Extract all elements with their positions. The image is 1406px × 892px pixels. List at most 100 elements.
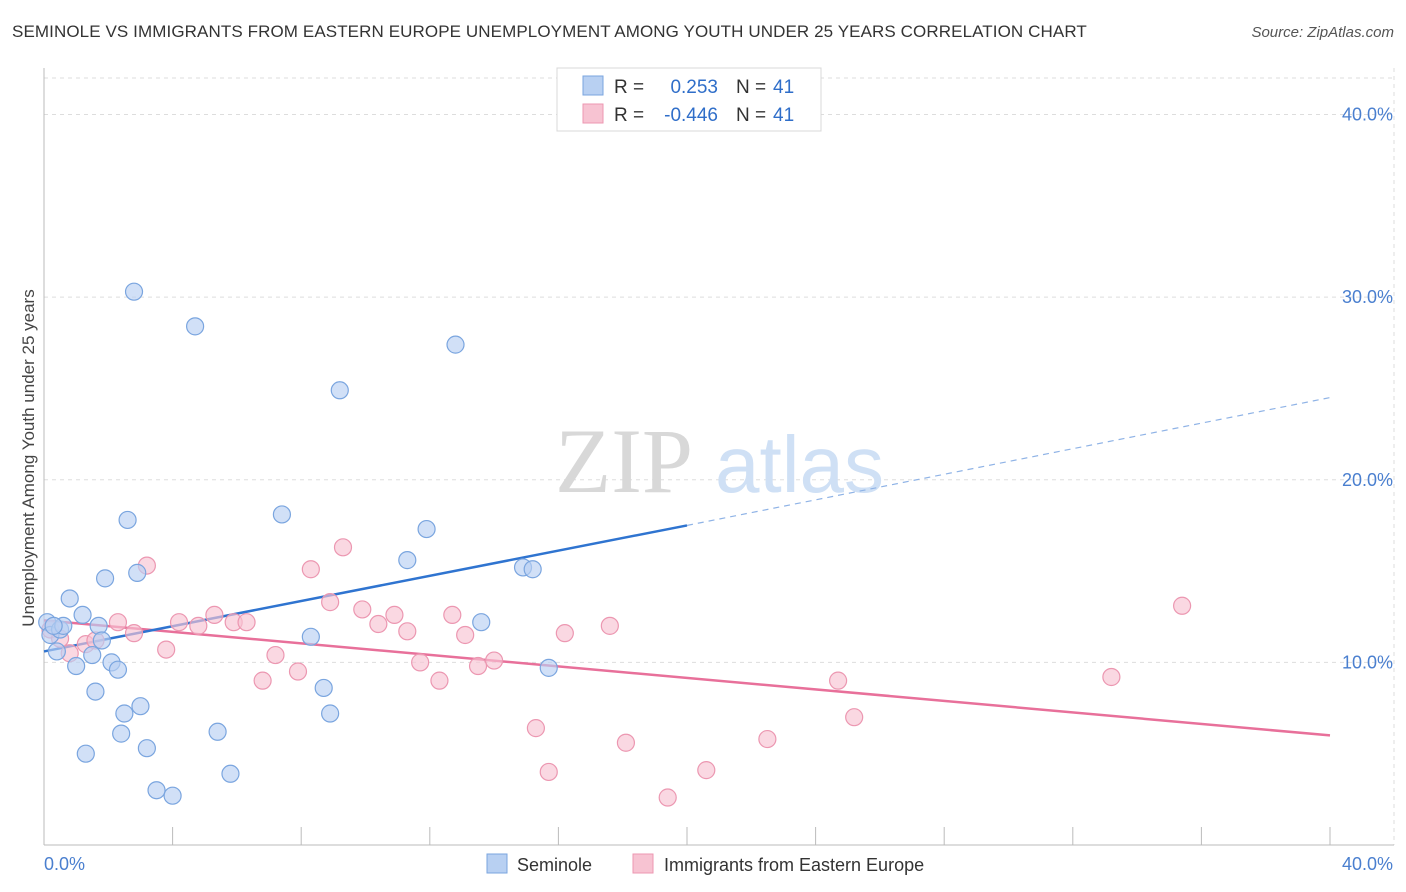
eastern-europe-point-39	[845, 708, 864, 727]
eastern-europe-point-10	[189, 616, 208, 635]
seminole-point-23	[147, 781, 166, 800]
eastern-europe-point-30	[526, 719, 545, 738]
eastern-europe-point-34	[616, 733, 636, 752]
eastern-europe-point-26	[443, 605, 462, 625]
source-label: Source: ZipAtlas.com	[1251, 24, 1394, 41]
eastern-europe-extra-point-0	[1173, 596, 1192, 615]
seminole-point-15	[108, 660, 128, 679]
seminole-point-12	[92, 631, 111, 650]
seminole-point-17	[115, 704, 134, 723]
x-tick-label-min: 0.0%	[44, 854, 85, 874]
seminole-point-20	[128, 563, 147, 582]
eastern-europe-point-40	[1102, 667, 1121, 687]
axes	[43, 68, 1394, 846]
eastern-europe-point-20	[353, 600, 372, 619]
seminole-point-9	[83, 645, 102, 665]
seminole-point-6	[67, 656, 86, 676]
seminole-point-18	[118, 510, 137, 530]
legend-n-label-1: N =	[736, 77, 766, 98]
eastern-europe-point-19	[333, 538, 353, 557]
seminole-point-31	[321, 704, 340, 723]
x-tick-labels: 0.0% 40.0%	[44, 854, 1393, 874]
seminole-point-38	[523, 560, 542, 579]
legend-n-value-1: 41	[773, 77, 794, 98]
seminole-point-40	[44, 616, 63, 635]
correlation-legend: R = 0.253 N = 41 R = -0.446 N = 41	[556, 67, 822, 132]
eastern-europe-point-11	[205, 605, 224, 625]
y-tick-label-20: 20.0%	[1342, 470, 1393, 490]
legend-r-label-1: R =	[614, 77, 644, 98]
bottom-swatch-eastern	[632, 853, 654, 874]
y-tick-label-10: 10.0%	[1342, 652, 1393, 672]
eastern-europe-point-28	[468, 656, 488, 676]
eastern-europe-point-17	[301, 560, 320, 579]
eastern-europe-point-32	[555, 624, 574, 643]
eastern-europe-point-15	[266, 645, 285, 665]
seminole-point-16	[112, 724, 131, 743]
eastern-europe-point-31	[539, 762, 558, 782]
chart-title: SEMINOLE VS IMMIGRANTS FROM EASTERN EURO…	[12, 22, 1087, 41]
watermark-zip: ZIP	[555, 410, 693, 512]
watermark-atlas: atlas	[715, 420, 884, 509]
seminole-point-29	[301, 627, 320, 646]
legend-r-value-1: 0.253	[670, 77, 718, 98]
seminole-point-26	[208, 722, 227, 741]
eastern-europe-point-25	[430, 671, 449, 690]
eastern-europe-point-21	[369, 614, 388, 634]
eastern-europe-point-6	[124, 624, 144, 643]
y-tick-label-40: 40.0%	[1342, 105, 1393, 125]
trend-line-eastern-europe	[43, 619, 1331, 737]
y-tick-label-30: 30.0%	[1342, 287, 1393, 307]
eastern-europe-point-22	[385, 605, 404, 625]
eastern-europe-point-35	[658, 788, 677, 807]
eastern-europe-point-24	[411, 653, 430, 672]
eastern-europe-point-14	[253, 671, 272, 690]
eastern-europe-point-36	[697, 761, 716, 780]
seminole-point-22	[137, 739, 156, 758]
legend-swatch-seminole	[582, 75, 604, 96]
eastern-europe-point-9	[169, 613, 189, 632]
eastern-europe-point-5	[108, 613, 128, 632]
seminole-point-5	[60, 589, 79, 608]
seminole-point-39	[539, 658, 558, 677]
legend-r-value-2: -0.446	[664, 105, 718, 126]
trend-line-seminole	[43, 524, 688, 653]
bottom-label-seminole: Seminole	[517, 855, 592, 875]
seminole-point-27	[221, 764, 240, 783]
seminole-point-13	[95, 569, 115, 588]
seminole-point-33	[398, 551, 417, 570]
seminole-point-35	[446, 335, 465, 354]
seminole-point-30	[314, 678, 333, 698]
legend-n-label-2: N =	[736, 105, 766, 126]
seminole-point-8	[76, 744, 95, 763]
legend-n-value-2: 41	[773, 105, 794, 126]
eastern-europe-point-16	[288, 662, 308, 681]
eastern-europe-point-27	[456, 625, 475, 645]
seminole-point-28	[272, 505, 292, 524]
y-tick-labels: 10.0% 20.0% 30.0% 40.0%	[1342, 105, 1393, 673]
seminole-point-2	[47, 642, 66, 661]
seminole-point-19	[124, 282, 144, 301]
eastern-europe-point-13	[237, 613, 256, 632]
eastern-europe-point-29	[485, 651, 504, 670]
series-legend: Seminole Immigrants from Eastern Europe	[486, 853, 924, 875]
eastern-europe-point-37	[758, 729, 777, 749]
seminole-point-25	[186, 317, 205, 336]
trend-lines	[43, 396, 1331, 737]
eastern-europe-point-23	[398, 622, 417, 641]
bottom-swatch-seminole	[486, 853, 508, 874]
data-points	[38, 282, 1192, 807]
eastern-europe-point-38	[829, 671, 848, 690]
eastern-europe-point-8	[157, 640, 176, 659]
seminole-point-32	[330, 381, 349, 400]
eastern-europe-point-33	[600, 616, 619, 635]
seminole-point-34	[417, 519, 436, 539]
seminole-point-24	[163, 786, 182, 805]
seminole-point-10	[86, 682, 105, 701]
seminole-point-7	[73, 605, 92, 625]
legend-r-label-2: R =	[614, 105, 644, 126]
seminole-point-36	[472, 613, 491, 632]
seminole-point-21	[131, 697, 150, 716]
x-tick-label-max: 40.0%	[1342, 854, 1393, 874]
